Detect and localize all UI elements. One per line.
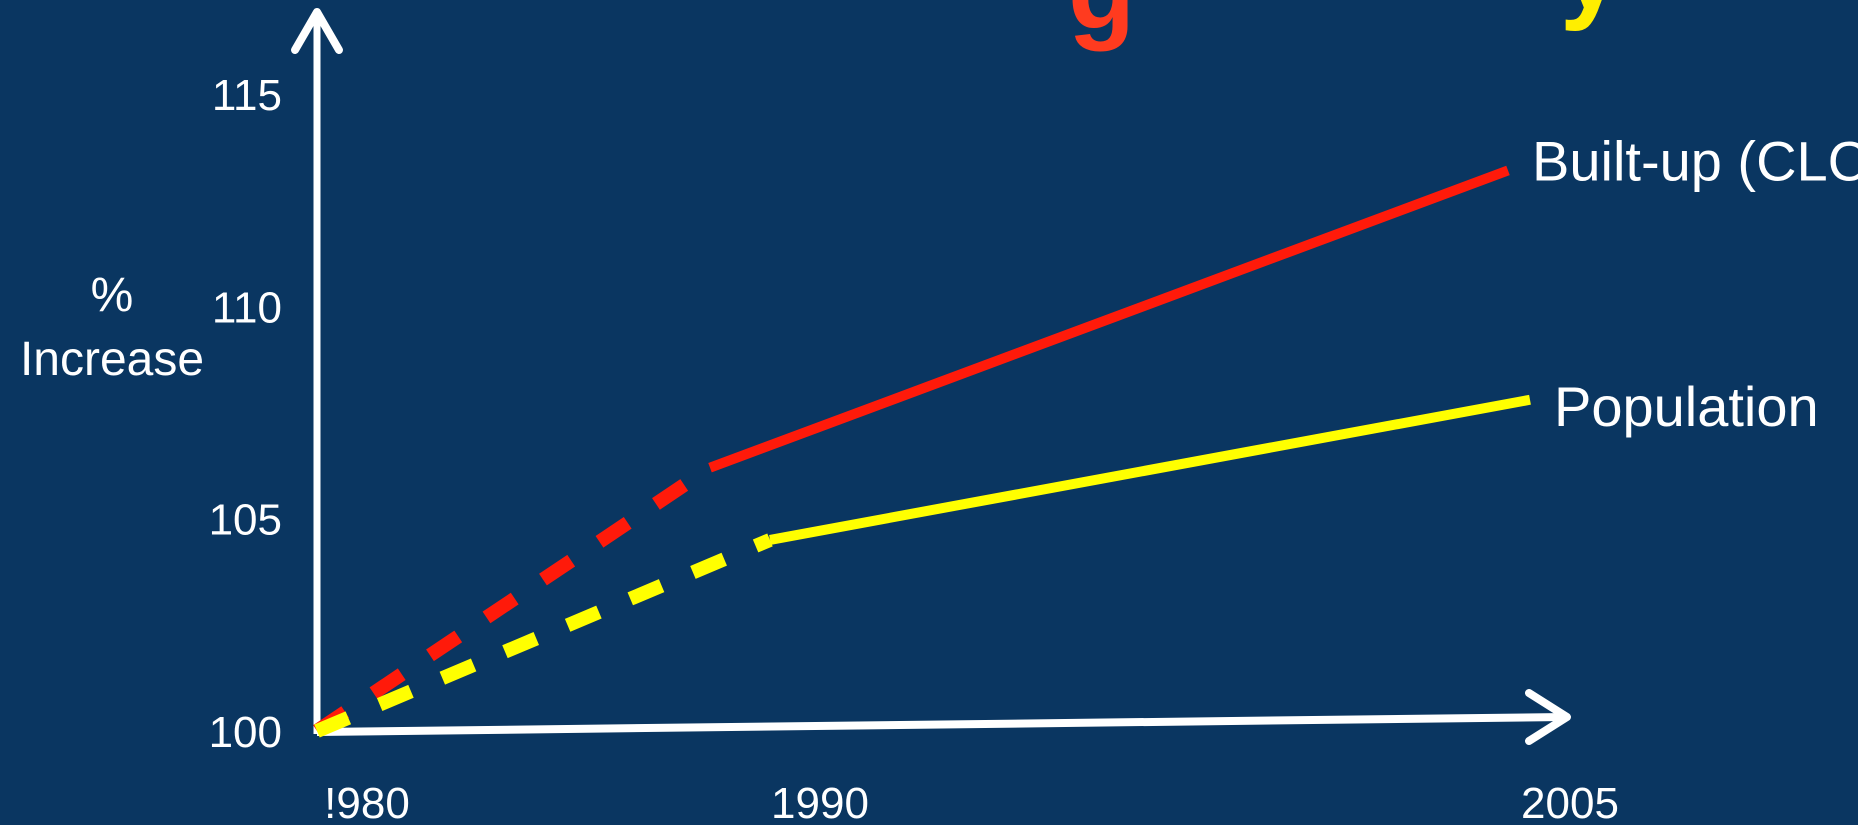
y-tick-label: 100 xyxy=(209,708,282,757)
y-tick-label: 105 xyxy=(209,496,282,545)
population-estimated-line xyxy=(314,533,773,738)
axes xyxy=(291,8,1571,745)
y-tick-label: 110 xyxy=(212,283,282,332)
title-fragment-right: y xyxy=(1560,0,1621,32)
y-tick-labels: 100 105 110 115 xyxy=(209,71,282,757)
built-up-clc-estimated-line xyxy=(313,461,714,737)
y-tick-label: 115 xyxy=(212,71,282,120)
y-axis-arrowhead xyxy=(291,8,343,54)
population-series-label: Population xyxy=(1554,375,1819,438)
x-tick-label: 1990 xyxy=(771,779,869,825)
y-axis-title-line1: % xyxy=(91,269,134,322)
x-tick-label: !980 xyxy=(324,779,410,825)
series-labels: Built-up (CLC) Population xyxy=(1532,129,1858,437)
x-tick-labels: !980 1990 2005 xyxy=(324,779,1619,825)
series-lines xyxy=(313,165,1531,738)
built-up-clc-series-label: Built-up (CLC) xyxy=(1532,129,1858,192)
title-fragment: g xyxy=(1068,0,1135,52)
built-up-clc-measured-line xyxy=(708,165,1510,473)
y-axis-title-line2: Increase xyxy=(20,333,204,386)
population-measured-line xyxy=(769,394,1531,545)
x-tick-label: 2005 xyxy=(1521,779,1619,825)
x-axis-line xyxy=(316,713,1566,736)
x-axis-arrowhead xyxy=(1525,689,1571,745)
